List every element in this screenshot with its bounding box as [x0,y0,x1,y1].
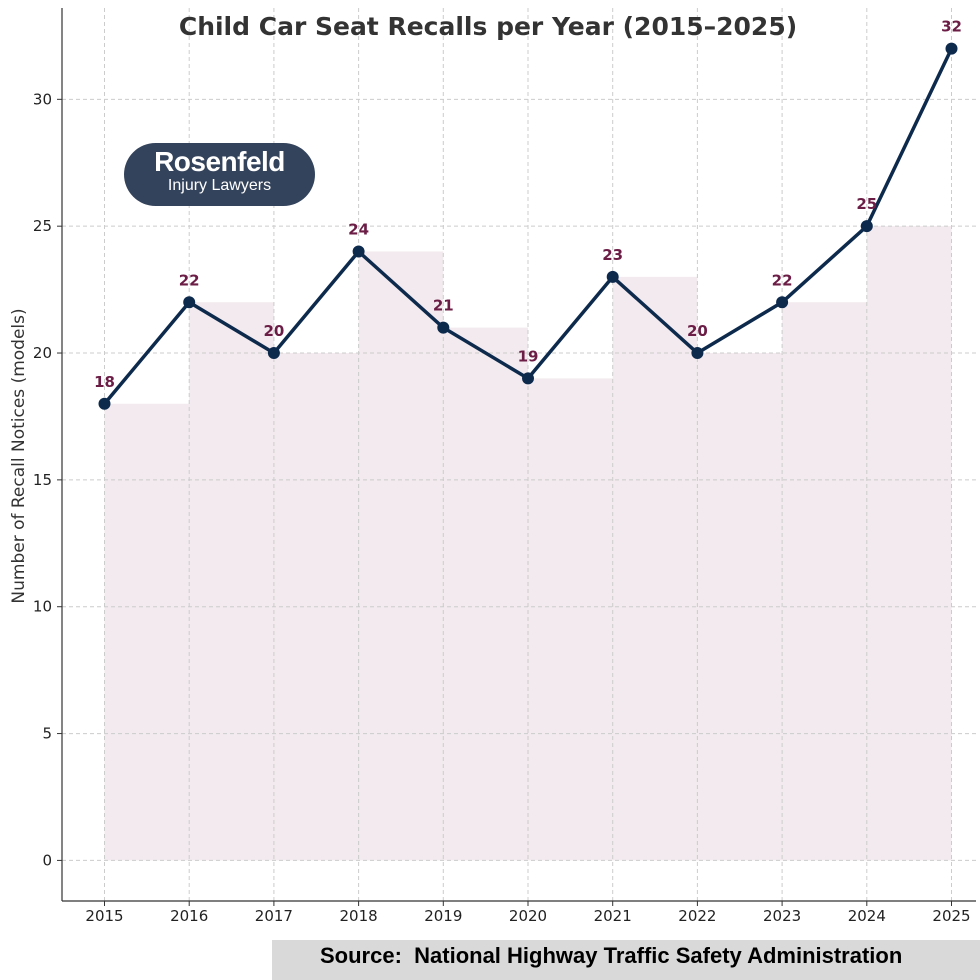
step-area-fill [104,48,952,861]
y-axis-label: Number of Recall Notices (models) [9,308,29,603]
data-label: 25 [856,195,877,213]
y-tick-label: 15 [33,471,52,489]
data-point [860,220,873,233]
y-tick-label: 10 [33,598,52,616]
data-point [183,296,196,309]
data-label: 32 [941,18,962,36]
x-tick-label: 2018 [340,907,378,925]
data-labels: 18 22 20 24 21 19 23 20 22 25 32 [94,18,962,391]
y-tick-label: 25 [33,217,52,235]
data-point [691,347,704,360]
data-label: 21 [433,297,454,315]
x-tick-label: 2022 [678,907,716,925]
y-tick-label: 30 [33,90,52,108]
data-label: 24 [348,221,369,239]
data-point [776,296,789,309]
grid [62,8,976,901]
data-label: 18 [94,373,115,391]
data-label: 20 [263,322,284,340]
step-area [104,48,952,861]
y-tick-label: 0 [42,851,52,869]
logo-subtitle: Injury Lawyers [167,177,272,194]
logo-name: Rosenfeld [154,146,285,177]
data-point [437,321,450,334]
data-point [98,397,111,410]
series [98,42,958,410]
data-label: 19 [518,347,539,365]
chart-title: Child Car Seat Recalls per Year (2015–20… [179,12,797,41]
data-label: 22 [179,271,200,289]
x-tick-label: 2017 [255,907,293,925]
y-tick-label: 20 [33,344,52,362]
data-label: 22 [772,271,793,289]
x-tick-label: 2020 [509,907,547,925]
x-tick-label: 2015 [85,907,123,925]
x-tick-label: 2024 [848,907,886,925]
data-point [606,270,619,283]
data-label: 23 [602,246,623,264]
source-caption: Source: National Highway Traffic Safety … [272,940,980,980]
x-tick-label: 2019 [424,907,462,925]
data-point [267,347,280,360]
logo-badge: Rosenfeld Injury Lawyers [124,143,315,206]
data-point [945,42,958,55]
data-point [352,245,365,258]
x-tick-label: 2023 [763,907,801,925]
data-label: 20 [687,322,708,340]
x-tick-label: 2016 [170,907,208,925]
data-point [522,372,534,385]
x-tick-label: 2021 [594,907,632,925]
x-tick-label: 2025 [932,907,970,925]
y-tick-label: 5 [42,725,52,743]
